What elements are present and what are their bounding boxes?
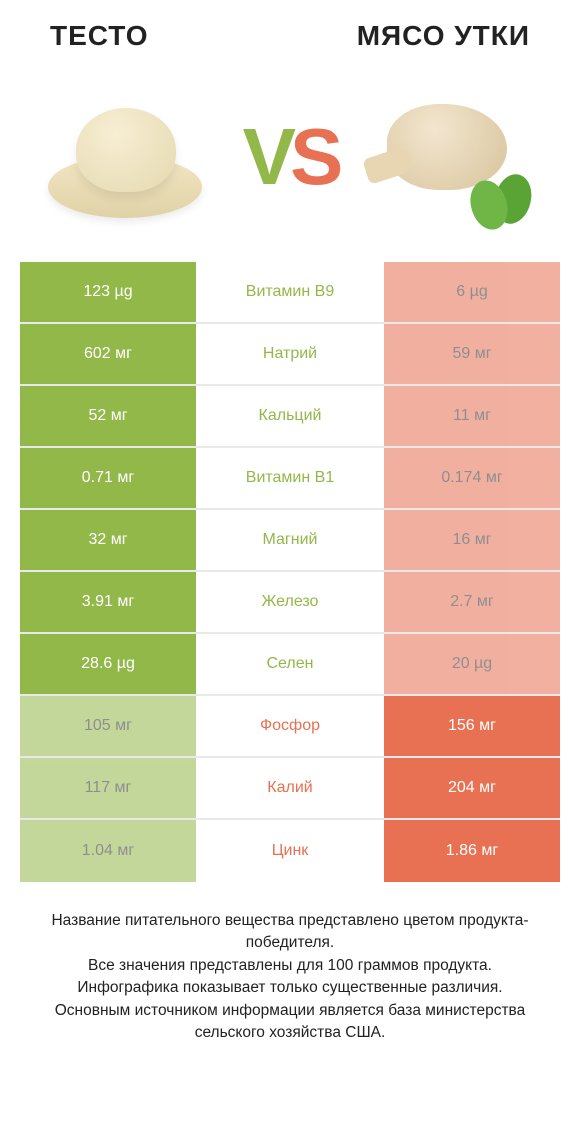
left-value: 3.91 мг	[20, 572, 196, 632]
right-value: 2.7 мг	[384, 572, 560, 632]
footnote-line: Основным источником информации является …	[26, 1000, 554, 1045]
left-value: 602 мг	[20, 324, 196, 384]
left-value: 105 мг	[20, 696, 196, 756]
footnote-line: Все значения представлены для 100 граммо…	[26, 955, 554, 977]
left-value: 52 мг	[20, 386, 196, 446]
nutrient-name: Железо	[196, 572, 384, 632]
left-value: 123 µg	[20, 262, 196, 322]
table-row: 1.04 мгЦинк1.86 мг	[20, 820, 560, 882]
vs-s: S	[290, 111, 337, 203]
table-row: 117 мгКалий204 мг	[20, 758, 560, 820]
right-value: 59 мг	[384, 324, 560, 384]
right-value: 1.86 мг	[384, 820, 560, 882]
duck-icon	[365, 82, 545, 232]
nutrient-name: Селен	[196, 634, 384, 694]
nutrient-name: Цинк	[196, 820, 384, 882]
left-value: 117 мг	[20, 758, 196, 818]
footnote-line: Название питательного вещества представл…	[26, 910, 554, 955]
dough-icon	[40, 92, 210, 222]
table-row: 52 мгКальций11 мг	[20, 386, 560, 448]
nutrient-name: Магний	[196, 510, 384, 570]
nutrient-name: Кальций	[196, 386, 384, 446]
left-value: 1.04 мг	[20, 820, 196, 882]
vs-v: V	[243, 111, 290, 203]
table-row: 28.6 µgСелен20 µg	[20, 634, 560, 696]
table-row: 32 мгМагний16 мг	[20, 510, 560, 572]
hero-row: V S	[0, 62, 580, 262]
right-value: 11 мг	[384, 386, 560, 446]
left-product-title: ТЕСТО	[50, 20, 149, 52]
table-row: 0.71 мгВитамин B10.174 мг	[20, 448, 560, 510]
right-product-title: МЯСО УТКИ	[357, 20, 530, 52]
nutrient-name: Фосфор	[196, 696, 384, 756]
left-value: 32 мг	[20, 510, 196, 570]
vs-label: V S	[243, 111, 338, 203]
header: ТЕСТО МЯСО УТКИ	[0, 0, 580, 62]
nutrient-name: Витамин B9	[196, 262, 384, 322]
left-product-image	[30, 72, 220, 242]
table-row: 105 мгФосфор156 мг	[20, 696, 560, 758]
nutrient-name: Витамин B1	[196, 448, 384, 508]
table-row: 602 мгНатрий59 мг	[20, 324, 560, 386]
right-value: 20 µg	[384, 634, 560, 694]
right-value: 0.174 мг	[384, 448, 560, 508]
left-value: 28.6 µg	[20, 634, 196, 694]
nutrient-name: Натрий	[196, 324, 384, 384]
right-value: 16 мг	[384, 510, 560, 570]
footnote: Название питательного вещества представл…	[0, 882, 580, 1045]
right-product-image	[360, 72, 550, 242]
nutrient-name: Калий	[196, 758, 384, 818]
table-row: 123 µgВитамин B96 µg	[20, 262, 560, 324]
table-row: 3.91 мгЖелезо2.7 мг	[20, 572, 560, 634]
right-value: 6 µg	[384, 262, 560, 322]
footnote-line: Инфографика показывает только существенн…	[26, 977, 554, 999]
right-value: 204 мг	[384, 758, 560, 818]
left-value: 0.71 мг	[20, 448, 196, 508]
right-value: 156 мг	[384, 696, 560, 756]
comparison-table: 123 µgВитамин B96 µg602 мгНатрий59 мг52 …	[0, 262, 580, 882]
